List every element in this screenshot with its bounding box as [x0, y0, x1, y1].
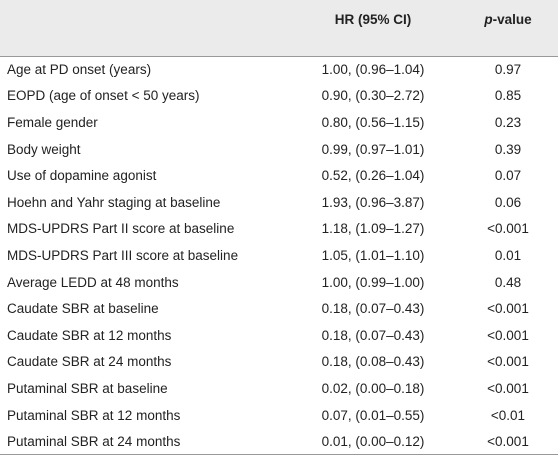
header-p: p-value [458, 0, 558, 57]
row-label: Average LEDD at 48 months [7, 274, 179, 290]
row-label: Putaminal SBR at baseline [7, 380, 168, 396]
p-value: <0.001 [458, 428, 558, 456]
p-value: 0.97 [494, 62, 522, 78]
hr-value: 0.07, (0.01–0.55) [321, 407, 425, 423]
p-value: <0.001 [487, 327, 529, 343]
hr-value: 1.18, (1.09–1.27) [321, 221, 425, 237]
table-body: Age at PD onset (years) 1.00, (0.96–1.04)… [0, 56, 558, 456]
row-label: Age at PD onset (years) [7, 62, 152, 78]
p-value: 0.06 [494, 194, 522, 210]
p-value: 0.39 [494, 141, 522, 157]
table-row: Hoehn and Yahr staging at baseline 1.93, … [0, 189, 558, 216]
table-row: Caudate SBR at 12 months 0.18, (0.07–0.43… [0, 322, 558, 349]
p-value: 0.48 [494, 274, 522, 290]
row-label: Caudate SBR at 12 months [7, 327, 172, 343]
p-value: <0.001 [487, 301, 529, 317]
header-blank [0, 0, 288, 57]
table-row: Putaminal SBR at 24 months 0.01, (0.00–0.… [0, 428, 558, 456]
header-row: HR (95% CI) p-value [0, 0, 558, 57]
table-row: Caudate SBR at baseline 0.18, (0.07–0.43)… [0, 295, 558, 322]
p-value: <0.001 [487, 354, 529, 370]
table-header: HR (95% CI) p-value [0, 0, 558, 57]
p-value: <0.001 [487, 221, 529, 237]
hr-value: 0.18, (0.07–0.43) [321, 327, 425, 343]
p-value: 0.85 [494, 88, 522, 104]
row-label: Putaminal SBR at 12 months [7, 407, 181, 423]
hr-value: 1.00, (0.96–1.04) [321, 62, 425, 78]
header-hr: HR (95% CI) [288, 0, 458, 57]
table-row: Putaminal SBR at 12 months 0.07, (0.01–0.… [0, 402, 558, 429]
table-row: MDS-UPDRS Part II score at baseline 1.18,… [0, 216, 558, 243]
table-row: Body weight 0.99, (0.97–1.01) 0.39 [0, 136, 558, 163]
p-value: 0.01 [494, 247, 522, 263]
row-label: Hoehn and Yahr staging at baseline [7, 194, 221, 210]
header-p-rest: -value [492, 12, 532, 27]
row-label: Body weight [7, 141, 81, 157]
hr-value: 0.18, (0.08–0.43) [321, 354, 425, 370]
table-row: MDS-UPDRS Part III score at baseline 1.05… [0, 242, 558, 269]
row-label: Caudate SBR at baseline [7, 301, 159, 317]
hr-value: 0.18, (0.07–0.43) [321, 301, 425, 317]
table-row: Putaminal SBR at baseline 0.02, (0.00–0.1… [0, 375, 558, 402]
row-label: MDS-UPDRS Part II score at baseline [7, 221, 235, 237]
hr-value: 0.90, (0.30–2.72) [321, 88, 425, 104]
hr-value: 0.01, (0.00–0.12) [288, 428, 458, 456]
table-row: Age at PD onset (years) 1.00, (0.96–1.04)… [0, 56, 558, 83]
table-row: Use of dopamine agonist 0.52, (0.26–1.04)… [0, 162, 558, 189]
table-row: Caudate SBR at 24 months 0.18, (0.08–0.43… [0, 349, 558, 376]
p-value: <0.001 [487, 380, 529, 396]
header-p-italic: p [484, 12, 493, 27]
row-label: Female gender [7, 114, 98, 130]
hr-value: 1.05, (1.01–1.10) [321, 247, 425, 263]
hr-value: 0.99, (0.97–1.01) [321, 141, 425, 157]
hr-value: 0.80, (0.56–1.15) [321, 114, 425, 130]
p-value: <0.01 [490, 407, 526, 423]
row-label: Use of dopamine agonist [7, 168, 157, 184]
row-label: EOPD (age of onset < 50 years) [7, 88, 200, 104]
hr-value: 1.00, (0.99–1.00) [321, 274, 425, 290]
table-row: Average LEDD at 48 months 1.00, (0.99–1.0… [0, 269, 558, 296]
p-value: 0.23 [494, 114, 522, 130]
table-row: Female gender 0.80, (0.56–1.15) 0.23 [0, 109, 558, 136]
table-row: EOPD (age of onset < 50 years) 0.90, (0.3… [0, 83, 558, 110]
p-value: 0.07 [494, 168, 522, 184]
row-label: Putaminal SBR at 24 months [0, 428, 288, 456]
hr-value: 1.93, (0.96–3.87) [321, 194, 425, 210]
hr-value: 0.52, (0.26–1.04) [321, 168, 425, 184]
row-label: Caudate SBR at 24 months [7, 354, 172, 370]
hr-value: 0.02, (0.00–0.18) [321, 380, 425, 396]
row-label: MDS-UPDRS Part III score at baseline [7, 247, 239, 263]
